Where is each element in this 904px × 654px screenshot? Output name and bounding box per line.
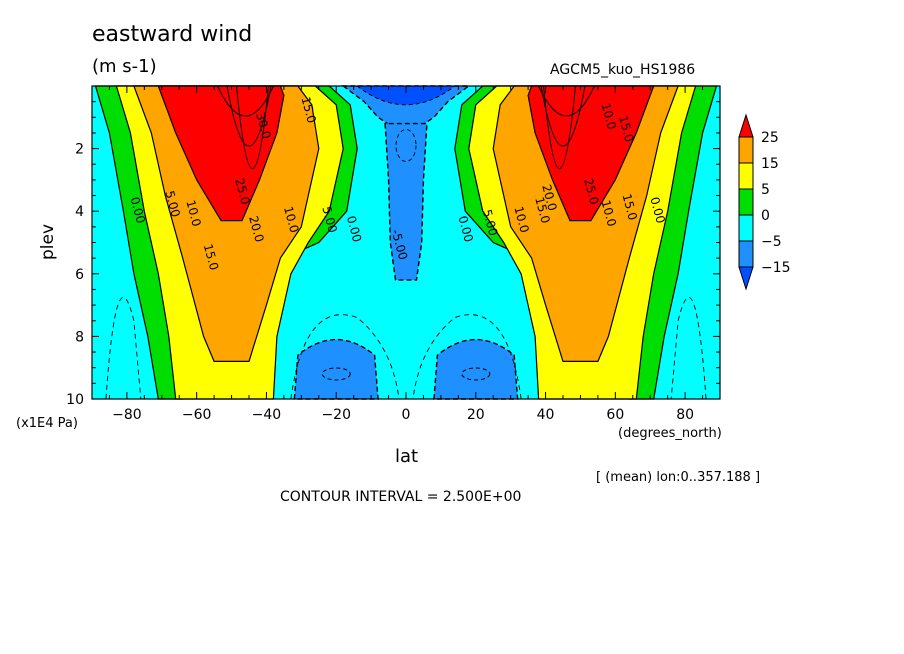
- contour-label: 15.0: [532, 195, 552, 224]
- x-tick-label: 40: [537, 407, 555, 423]
- contour-label: 25.0: [581, 177, 601, 206]
- contour-label: 10.0: [183, 199, 203, 228]
- chart-units: (m s-1): [92, 56, 157, 77]
- colorbar-label: 25: [761, 130, 779, 146]
- contour-label: 20.0: [246, 214, 266, 243]
- contour-label: 20.0: [539, 183, 559, 212]
- contour-label: 25.0: [232, 177, 252, 206]
- x-tick-label: 80: [676, 407, 694, 423]
- colorbar-segment: [738, 162, 754, 190]
- x-tick-label: 0: [402, 407, 411, 423]
- x-tick-label: 20: [467, 407, 485, 423]
- colorbar-segment: [738, 240, 754, 268]
- contour-label: 0.00: [344, 214, 364, 243]
- colorbar-segment: [738, 214, 754, 242]
- north-wind-band-3: [157, 85, 285, 222]
- contour-label: 15.0: [619, 192, 639, 221]
- colorbar-segment: [738, 188, 754, 216]
- x-tick-label: −40: [252, 407, 282, 423]
- contour-label: 10.0: [599, 199, 619, 228]
- equatorial-column: [384, 122, 428, 281]
- south-wind-band-2: [492, 85, 679, 362]
- south-wind-band-3: [527, 85, 655, 222]
- mean-footnote: [ (mean) lon:0..357.188 ]: [596, 470, 761, 485]
- colorbar-label: −5: [761, 234, 782, 250]
- y-tick-label: 6: [75, 267, 84, 283]
- x-tick-label: −20: [321, 407, 351, 423]
- contour-label: 10.0: [511, 205, 531, 234]
- dashed-contour: [412, 314, 522, 400]
- colorbar-segment: [738, 136, 754, 164]
- colorbar-bottom-arrow: [738, 266, 754, 291]
- surface-easterly-lobe: [433, 338, 519, 400]
- jet-contour: [543, 85, 577, 170]
- north-wind-band-2: [133, 85, 320, 362]
- inner-contour: [321, 367, 351, 381]
- chart-title: eastward wind: [92, 22, 253, 47]
- colorbar-label: 5: [761, 182, 770, 198]
- contour-label: 15.0: [616, 114, 636, 143]
- contour-label: 5.00: [480, 208, 500, 237]
- y-tick-label: 8: [75, 329, 84, 345]
- contour-label: 5.00: [319, 205, 339, 234]
- column-inner-contour: [395, 129, 417, 162]
- contour-label: 10.0: [281, 205, 301, 234]
- colorbar-top-arrow: [738, 113, 754, 138]
- contour-label: 10.0: [599, 102, 619, 131]
- y-tick-label: 2: [75, 142, 84, 158]
- contour-label: 0.00: [647, 195, 667, 224]
- dashed-contour: [290, 314, 400, 400]
- y-tick-label: 4: [75, 204, 84, 220]
- x-tick-label: −80: [112, 407, 142, 423]
- x-axis-unit: (degrees_north): [618, 426, 722, 441]
- inner-contour: [461, 367, 491, 381]
- contour-label: 0.00: [455, 214, 475, 243]
- colorbar-label: 0: [761, 208, 770, 224]
- easterly-core: [355, 85, 457, 106]
- jet-contour: [235, 85, 269, 170]
- contour-interval: CONTOUR INTERVAL = 2.500E+00: [280, 489, 522, 505]
- contour-label: 30.0: [253, 111, 273, 140]
- contour-label: 15.0: [298, 95, 318, 124]
- contour-label: 15.0: [201, 242, 221, 271]
- contour-label: 0.00: [128, 195, 148, 224]
- contour-label: 5.00: [162, 189, 182, 218]
- colorbar-label: 15: [761, 156, 779, 172]
- y-axis-unit: (x1E4 Pa): [16, 416, 78, 431]
- colorbar-label: −15: [761, 260, 791, 276]
- run-label: AGCM5_kuo_HS1986: [550, 62, 696, 78]
- y-tick-label: 10: [66, 392, 84, 408]
- x-tick-label: −60: [182, 407, 212, 423]
- x-tick-label: 60: [606, 407, 624, 423]
- x-axis-label: lat: [395, 446, 419, 467]
- equatorial-jet-top: [341, 85, 471, 134]
